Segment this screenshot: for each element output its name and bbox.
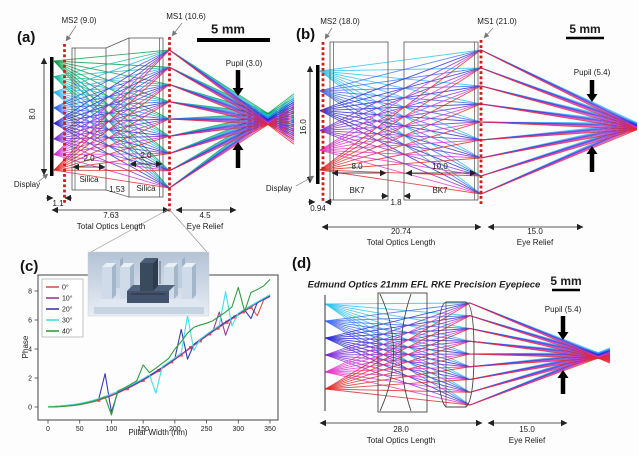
b-display-label: Display [265, 184, 293, 193]
d-pupil-label: Pupil (5.4) [544, 305, 582, 314]
svg-text:150: 150 [137, 426, 149, 433]
a-pupil-arrow-bottom [232, 142, 244, 168]
svg-text:20°: 20° [62, 306, 73, 314]
a-eye-relief-value: 4.5 [199, 211, 211, 220]
b-display-bar [316, 65, 320, 184]
panel-b-label: (b) [296, 26, 316, 43]
a-slab1-width: 2.0 [83, 154, 95, 163]
a-dimensions [37, 22, 237, 214]
a-inset-connector-right [168, 208, 208, 253]
a-display-height: 8.0 [28, 108, 37, 120]
a-ms2-label: MS2 (9.0) [61, 16, 97, 25]
svg-text:2: 2 [28, 376, 32, 383]
d-scale-bar-label: 5 mm [550, 274, 582, 288]
a-slab-gap: 1.53 [109, 185, 125, 194]
b-tol-label: Total Optics Length [366, 238, 436, 247]
svg-text:30°: 30° [62, 317, 73, 325]
a-slab2-width: 2.0 [140, 151, 152, 160]
b-scale-bar-label: 5 mm [569, 22, 601, 36]
c-x-axis-label: Pillar Width (nm) [128, 428, 188, 437]
a-tol-value: 7.63 [103, 211, 119, 220]
svg-text:4: 4 [28, 347, 32, 354]
svg-text:8: 8 [28, 289, 32, 296]
b-slab2-material: BK7 [432, 186, 448, 195]
panel-b-graphics [295, 27, 638, 231]
c-legend: 0° 10° 20° 30° 40° [41, 278, 84, 338]
panel-a-label: (a) [17, 29, 36, 46]
b-slab-gap: 1.8 [390, 198, 402, 207]
b-ms2-metasurface [321, 42, 325, 201]
svg-text:10°: 10° [62, 295, 73, 303]
b-slab2-width: 10.0 [432, 162, 448, 171]
panel-c-chart: 0 50 100 150 200 250 300 350 0 2 4 6 8 0° 10° 20° 30° 40° [28, 251, 279, 433]
b-eye-relief-value: 15.0 [527, 227, 543, 236]
panel-d-rays [325, 302, 611, 406]
b-dimensions [295, 27, 584, 231]
b-pupil-arrow-bottom [586, 146, 598, 172]
svg-text:100: 100 [106, 426, 118, 433]
d-pupil-arrow-bottom [557, 370, 569, 394]
b-ms2-label: MS2 (18.0) [320, 17, 360, 26]
panel-a-optics [71, 37, 164, 198]
d-eyepiece-lenses [377, 292, 475, 413]
a-pupil-arrow-top [232, 70, 244, 96]
a-pupil-label: Pupil (3.0) [225, 59, 263, 68]
panel-c-label: (c) [20, 258, 39, 275]
a-slab1-material: Silica [79, 175, 99, 184]
c-y-axis-label: Phase [21, 335, 30, 359]
panel-a-graphics [37, 22, 295, 253]
svg-text:350: 350 [264, 426, 276, 433]
a-display-gap: 1.1 [52, 199, 64, 208]
d-eye-relief-value: 15.0 [519, 425, 535, 434]
b-pupil-label: Pupil (5.4) [573, 68, 611, 77]
svg-text:300: 300 [232, 426, 244, 433]
d-eye-relief-label: Eye Relief [508, 436, 546, 445]
svg-text:40°: 40° [62, 328, 73, 336]
b-eye-relief-label: Eye Relief [516, 238, 554, 247]
a-tol-label: Total Optics Length [76, 222, 146, 231]
b-tol-value: 20.74 [390, 227, 412, 236]
a-eye-relief-label: Eye Relief [186, 222, 224, 231]
b-slab1-width: 8.0 [351, 162, 363, 171]
panel-b-rays [319, 49, 638, 195]
a-display-label: Display [13, 180, 41, 189]
panel-d-graphics [319, 288, 611, 427]
svg-text:0: 0 [28, 405, 32, 412]
c-series-lines [47, 279, 271, 416]
a-slab2-material: Silica [136, 184, 156, 193]
a-ms1-label: MS1 (10.6) [166, 12, 206, 21]
svg-text:200: 200 [169, 426, 181, 433]
d-tol-value: 28.0 [393, 425, 409, 434]
panel-a-rays [53, 49, 295, 189]
svg-text:0: 0 [46, 426, 50, 433]
a-inset-connector-left [90, 208, 170, 253]
d-tol-label: Total Optics Length [366, 436, 436, 445]
svg-text:250: 250 [201, 426, 213, 433]
c-nanopillar-inset [87, 251, 210, 317]
svg-text:0°: 0° [62, 284, 69, 292]
d-title: Edmund Optics 21mm EFL RKE Precision Eye… [307, 279, 541, 291]
a-display-bar [50, 57, 54, 176]
b-display-height: 16.0 [299, 119, 308, 135]
d-pupil-arrow-top [557, 316, 569, 340]
a-scale-bar-label: 5 mm [211, 21, 245, 37]
a-ms1-metasurface [168, 37, 171, 212]
b-display-gap: 0.94 [310, 204, 326, 213]
svg-text:50: 50 [76, 426, 84, 433]
b-pupil-arrow-top [586, 80, 598, 102]
b-slab1-material: BK7 [349, 186, 365, 195]
svg-text:6: 6 [28, 318, 32, 325]
b-ms1-metasurface [479, 40, 483, 204]
a-ms2-metasurface [63, 44, 66, 203]
panel-d-label: (d) [292, 255, 312, 272]
b-ms1-label: MS1 (21.0) [477, 17, 517, 26]
